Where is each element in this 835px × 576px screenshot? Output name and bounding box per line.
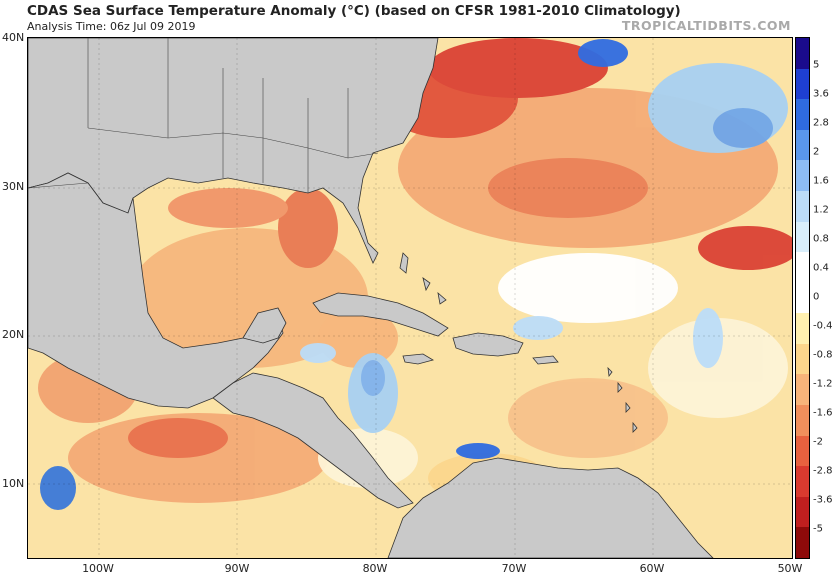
colorbar-tick-label: 0 xyxy=(813,291,820,303)
map-svg xyxy=(28,38,792,558)
cool-anomaly-layer xyxy=(40,39,788,510)
colorbar xyxy=(795,37,810,559)
colorbar-segment xyxy=(796,221,809,253)
colorbar-segment xyxy=(796,527,809,559)
lat-label-40n: 40N xyxy=(2,31,25,44)
land-layer xyxy=(28,38,714,558)
colorbar-tick-label: 2 xyxy=(813,146,820,158)
land-hispaniola xyxy=(452,332,524,357)
colorbar-tick-label: -1.2 xyxy=(813,378,833,390)
colorbar-segment xyxy=(796,343,809,375)
brand-watermark: TROPICALTIDBITS.COM xyxy=(621,18,791,33)
colorbar-tick-label: -1.6 xyxy=(813,407,833,419)
graticule xyxy=(28,38,792,558)
colorbar-tick-label: 1.2 xyxy=(813,204,829,216)
colorbar-tick-label: 5 xyxy=(813,59,820,71)
sst-anomaly-map xyxy=(27,37,793,559)
colorbar-tick-label: -2.8 xyxy=(813,465,833,477)
colorbar-tick-label: 0.4 xyxy=(813,262,829,274)
colorbar-tick-label: -2 xyxy=(813,436,823,448)
colorbar-tick-label: -5 xyxy=(813,523,823,535)
colorbar-tick-label: 1.6 xyxy=(813,175,829,187)
border-lines xyxy=(28,38,379,193)
lon-label-70w: 70W xyxy=(501,562,527,575)
colorbar-segment xyxy=(796,160,809,192)
land-central-america xyxy=(212,372,414,509)
colorbar-tick-label: 2.8 xyxy=(813,117,829,129)
land-lesser-antilles xyxy=(607,366,638,433)
colorbar-tick-label: -3.6 xyxy=(813,494,833,506)
lat-label-10n: 10N xyxy=(2,477,25,490)
colorbar-segment xyxy=(796,405,809,437)
colorbar-tick-label: 3.6 xyxy=(813,88,829,100)
colorbar-segment xyxy=(796,313,809,345)
land-yucatan xyxy=(242,307,287,344)
lon-label-50w: 50W xyxy=(777,562,803,575)
lon-label-100w: 100W xyxy=(82,562,114,575)
colorbar-segment xyxy=(796,374,809,406)
colorbar-tick-label: -0.8 xyxy=(813,349,833,361)
map-title: CDAS Sea Surface Temperature Anomaly (°C… xyxy=(27,3,681,19)
colorbar-segment xyxy=(796,282,809,314)
colorbar-segment xyxy=(796,99,809,131)
lat-label-20n: 20N xyxy=(2,328,25,341)
colorbar-tick-label: 0.8 xyxy=(813,233,829,245)
colorbar-tick-label: -0.4 xyxy=(813,320,833,332)
colorbar-segment xyxy=(796,496,809,528)
land-south-america xyxy=(387,457,714,558)
colorbar-segment xyxy=(796,68,809,100)
lon-label-80w: 80W xyxy=(362,562,388,575)
land-jamaica xyxy=(402,353,435,365)
colorbar-segment xyxy=(796,129,809,161)
lat-label-30n: 30N xyxy=(2,180,25,193)
lon-label-60w: 60W xyxy=(639,562,665,575)
colorbar-segment xyxy=(796,252,809,284)
colorbar-segment xyxy=(796,466,809,498)
land-puerto-rico xyxy=(532,355,559,365)
lon-label-90w: 90W xyxy=(224,562,250,575)
colorbar-segment xyxy=(796,435,809,467)
colorbar-segment xyxy=(796,190,809,223)
land-bahamas xyxy=(399,252,447,305)
analysis-time: Analysis Time: 06z Jul 09 2019 xyxy=(27,20,196,33)
colorbar-segment xyxy=(796,38,809,70)
